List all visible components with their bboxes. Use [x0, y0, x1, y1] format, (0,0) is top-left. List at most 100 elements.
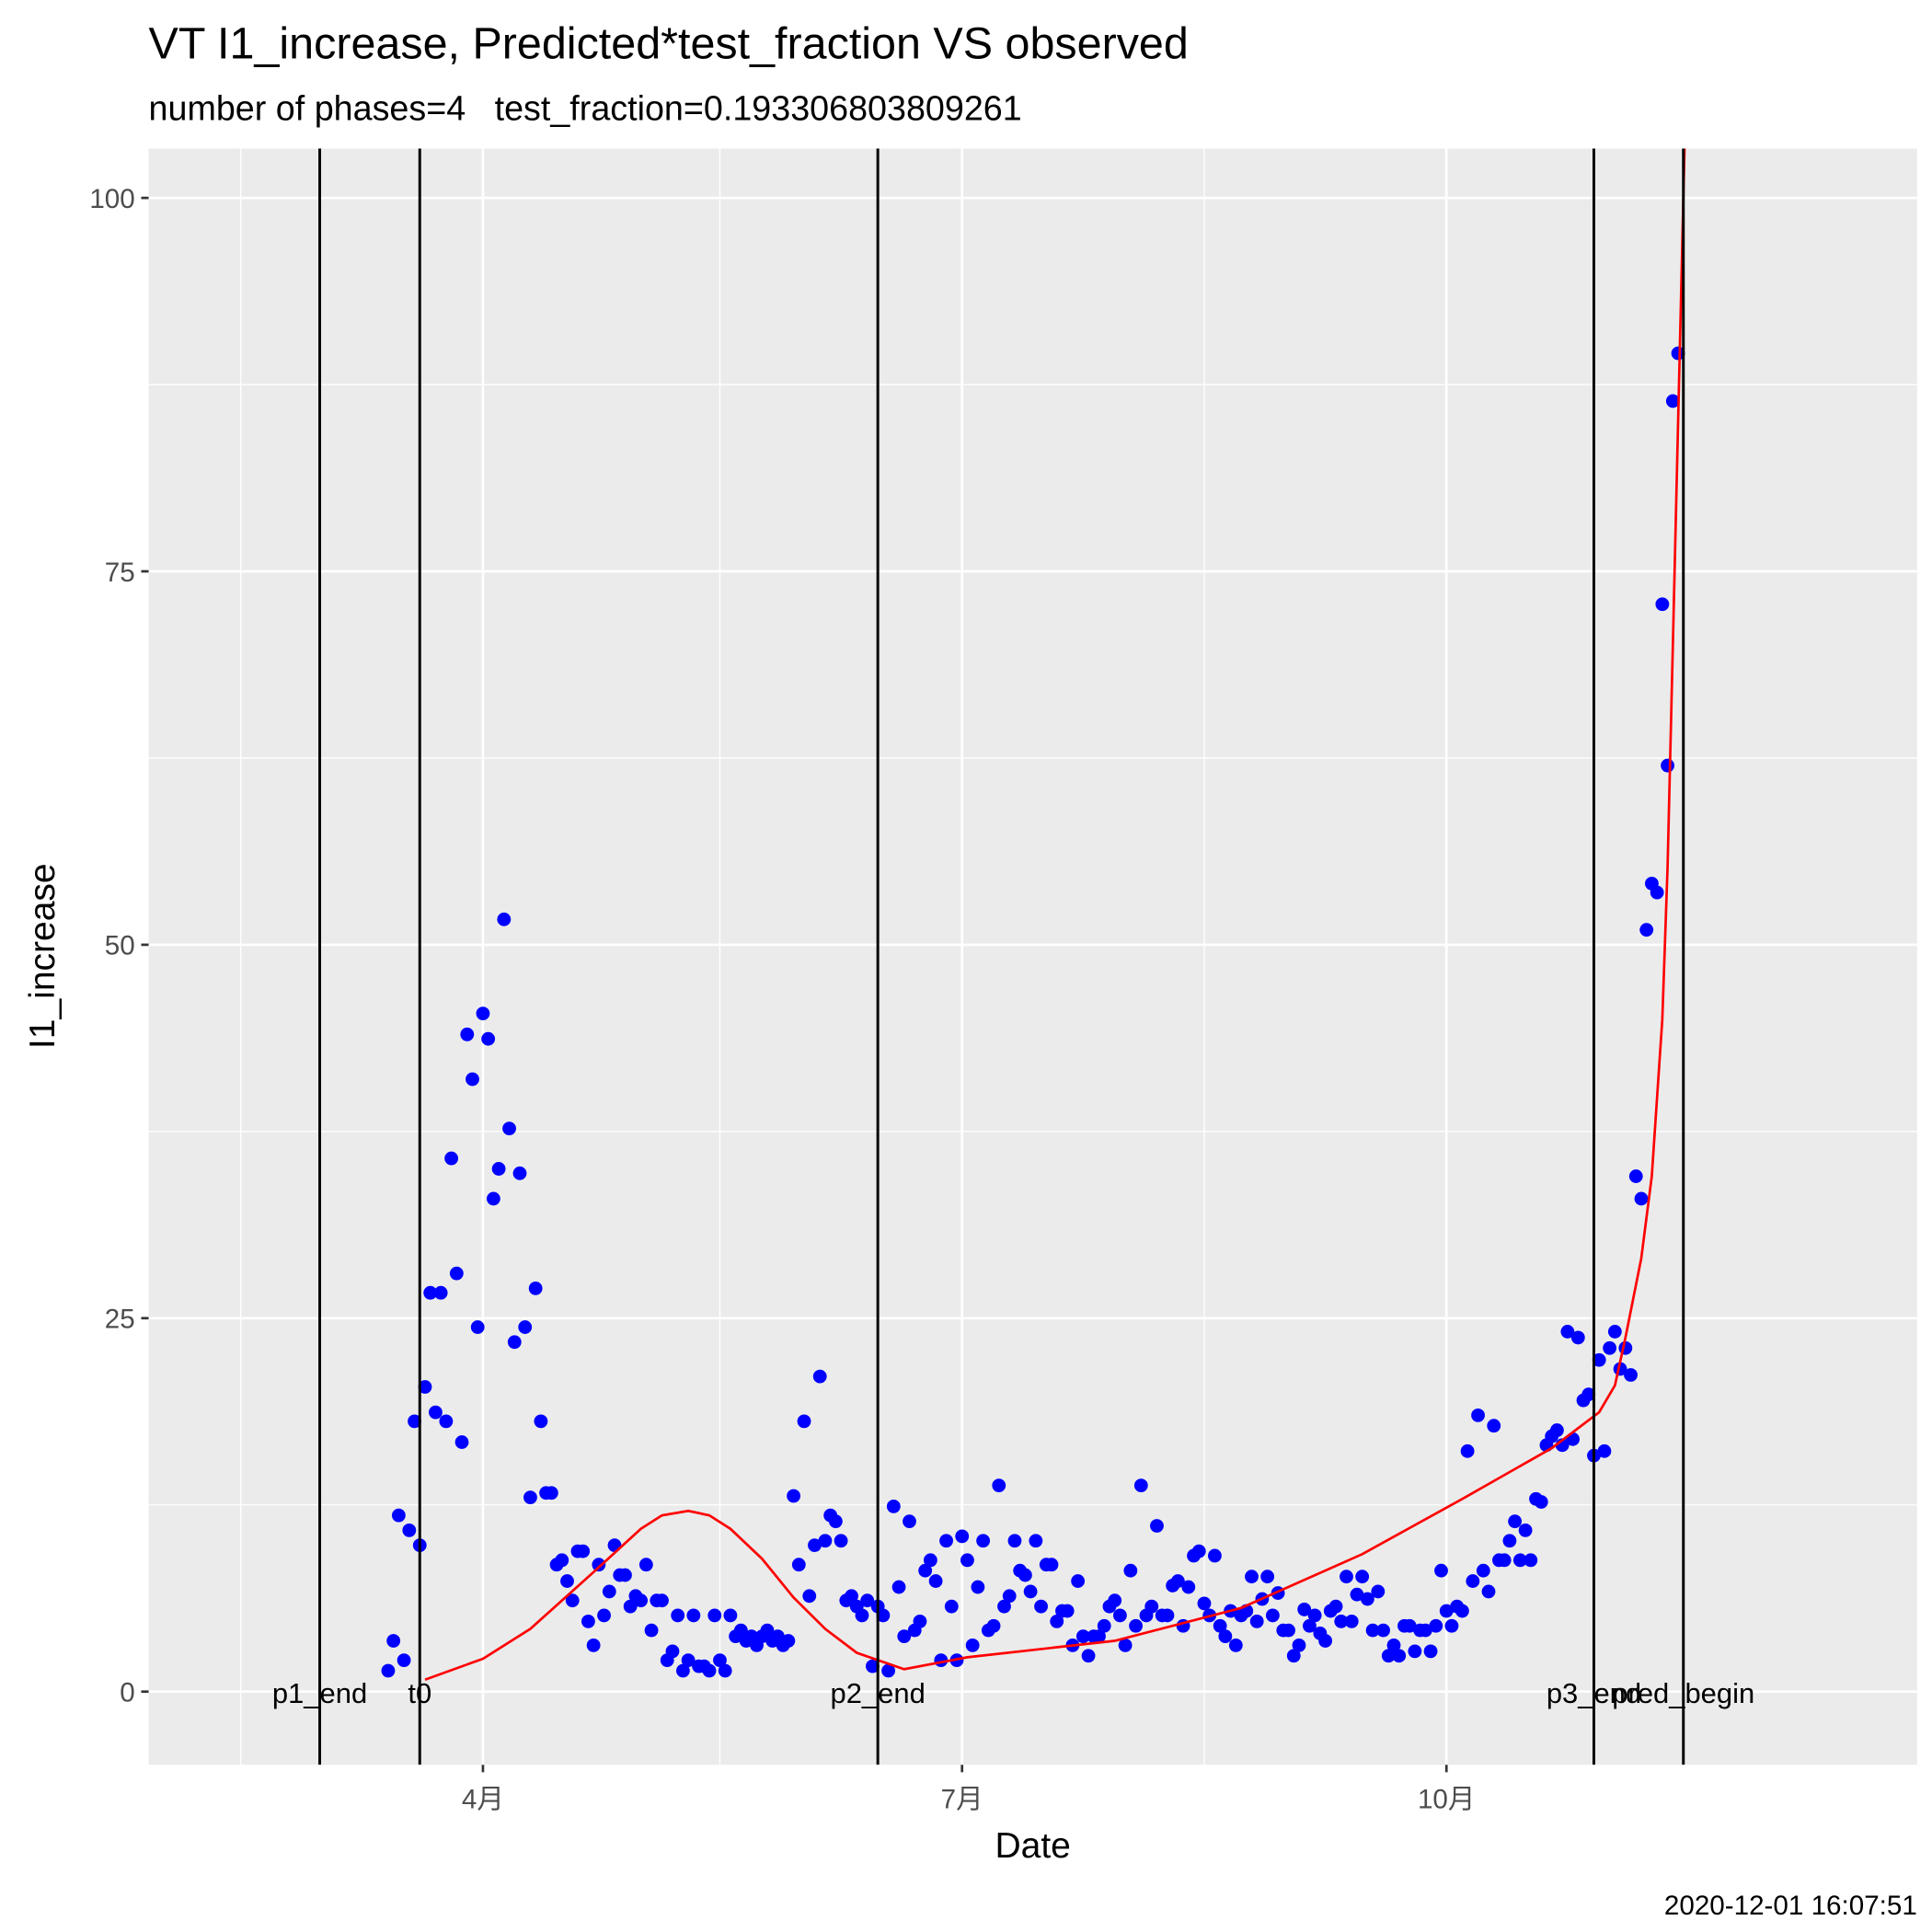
- data-point: [891, 1580, 906, 1594]
- data-point: [565, 1593, 580, 1608]
- data-point: [992, 1478, 1006, 1493]
- data-point: [1050, 1615, 1064, 1628]
- data-point: [834, 1534, 848, 1548]
- data-point: [1423, 1644, 1438, 1659]
- chart-subtitle: number of phases=4 test_fraction=0.19330…: [149, 89, 1022, 128]
- data-point: [1624, 1368, 1638, 1382]
- data-point: [1502, 1534, 1517, 1548]
- data-point: [602, 1584, 616, 1599]
- data-point: [965, 1638, 980, 1652]
- data-point: [1365, 1623, 1380, 1638]
- data-point: [1455, 1604, 1469, 1618]
- data-point: [1213, 1618, 1227, 1633]
- phase-label: p1_end: [272, 1677, 367, 1709]
- data-point: [1661, 758, 1674, 773]
- data-point: [466, 1072, 479, 1087]
- data-point: [402, 1523, 417, 1537]
- data-point: [1075, 1629, 1090, 1644]
- data-point: [486, 1191, 500, 1206]
- data-point: [797, 1414, 811, 1429]
- data-point: [903, 1514, 916, 1529]
- data-point: [1034, 1599, 1048, 1614]
- y-tick-label: 100: [89, 184, 134, 214]
- x-tick-label: 7月: [941, 1784, 983, 1814]
- data-point: [655, 1593, 669, 1608]
- data-point: [1129, 1618, 1143, 1633]
- data-point: [681, 1653, 696, 1668]
- data-point: [592, 1558, 606, 1572]
- data-point: [408, 1414, 421, 1429]
- data-point: [1534, 1495, 1548, 1509]
- data-point: [618, 1568, 632, 1582]
- caption: 2020-12-01 16:07:51: [1664, 1891, 1917, 1921]
- data-point: [1460, 1443, 1475, 1458]
- x-axis-title: Date: [995, 1826, 1070, 1866]
- chart-title: VT I1_increase, Predicted*test_fraction …: [149, 18, 1189, 68]
- data-point: [1307, 1608, 1322, 1623]
- data-point: [781, 1634, 796, 1648]
- data-point: [1092, 1629, 1106, 1644]
- data-point: [1334, 1615, 1349, 1628]
- data-point: [1081, 1649, 1096, 1663]
- data-point: [791, 1558, 806, 1572]
- data-point: [1418, 1623, 1432, 1638]
- data-point: [1376, 1623, 1390, 1638]
- data-point: [1018, 1568, 1032, 1582]
- data-point: [523, 1490, 537, 1505]
- data-point: [707, 1608, 722, 1623]
- data-point: [1360, 1592, 1374, 1606]
- data-point: [644, 1623, 659, 1638]
- data-point: [507, 1335, 522, 1350]
- data-point: [1466, 1574, 1480, 1588]
- phase-label: pred_begin: [1612, 1677, 1754, 1709]
- data-point: [818, 1534, 833, 1548]
- data-point: [1386, 1638, 1401, 1652]
- data-point: [1471, 1408, 1485, 1422]
- data-point: [1245, 1570, 1259, 1584]
- data-point: [1002, 1589, 1017, 1604]
- data-point: [1282, 1623, 1295, 1638]
- data-point: [1218, 1629, 1233, 1644]
- data-point: [1481, 1584, 1496, 1599]
- data-point: [1170, 1574, 1185, 1588]
- data-point: [939, 1534, 953, 1548]
- data-point: [802, 1589, 817, 1604]
- prediction-line: [424, 148, 1686, 1681]
- data-point: [1060, 1604, 1075, 1618]
- data-point: [1029, 1534, 1043, 1548]
- data-point: [634, 1593, 649, 1608]
- data-point: [491, 1162, 506, 1176]
- data-point: [1408, 1644, 1422, 1659]
- data-point: [944, 1599, 959, 1614]
- data-point: [1297, 1603, 1312, 1616]
- data-point: [1439, 1604, 1454, 1618]
- data-point: [1160, 1608, 1175, 1623]
- axes: 0 25 50 75 100 4月 7月 10月: [89, 184, 1475, 1814]
- data-point: [1434, 1563, 1448, 1578]
- data-point: [923, 1553, 937, 1568]
- data-point: [1071, 1574, 1086, 1588]
- data-point: [1512, 1553, 1527, 1568]
- data-point: [1303, 1618, 1317, 1633]
- data-point: [534, 1414, 548, 1429]
- data-point: [760, 1623, 775, 1638]
- data-point: [1429, 1618, 1443, 1633]
- data-point: [581, 1615, 595, 1628]
- data-point: [1628, 1169, 1643, 1183]
- data-point: [733, 1623, 748, 1638]
- data-point: [855, 1608, 869, 1623]
- data-point: [1265, 1608, 1280, 1623]
- data-point: [1044, 1558, 1059, 1572]
- data-point: [886, 1499, 901, 1513]
- y-tick-label: 25: [105, 1305, 135, 1335]
- data-point: [960, 1553, 974, 1568]
- data-point: [391, 1508, 406, 1523]
- data-point: [1444, 1618, 1459, 1633]
- data-point: [1570, 1330, 1585, 1345]
- data-point: [1023, 1584, 1038, 1599]
- data-point: [1639, 923, 1654, 937]
- data-point: [1655, 597, 1670, 612]
- grid: [148, 148, 1917, 1765]
- data-point: [423, 1285, 438, 1300]
